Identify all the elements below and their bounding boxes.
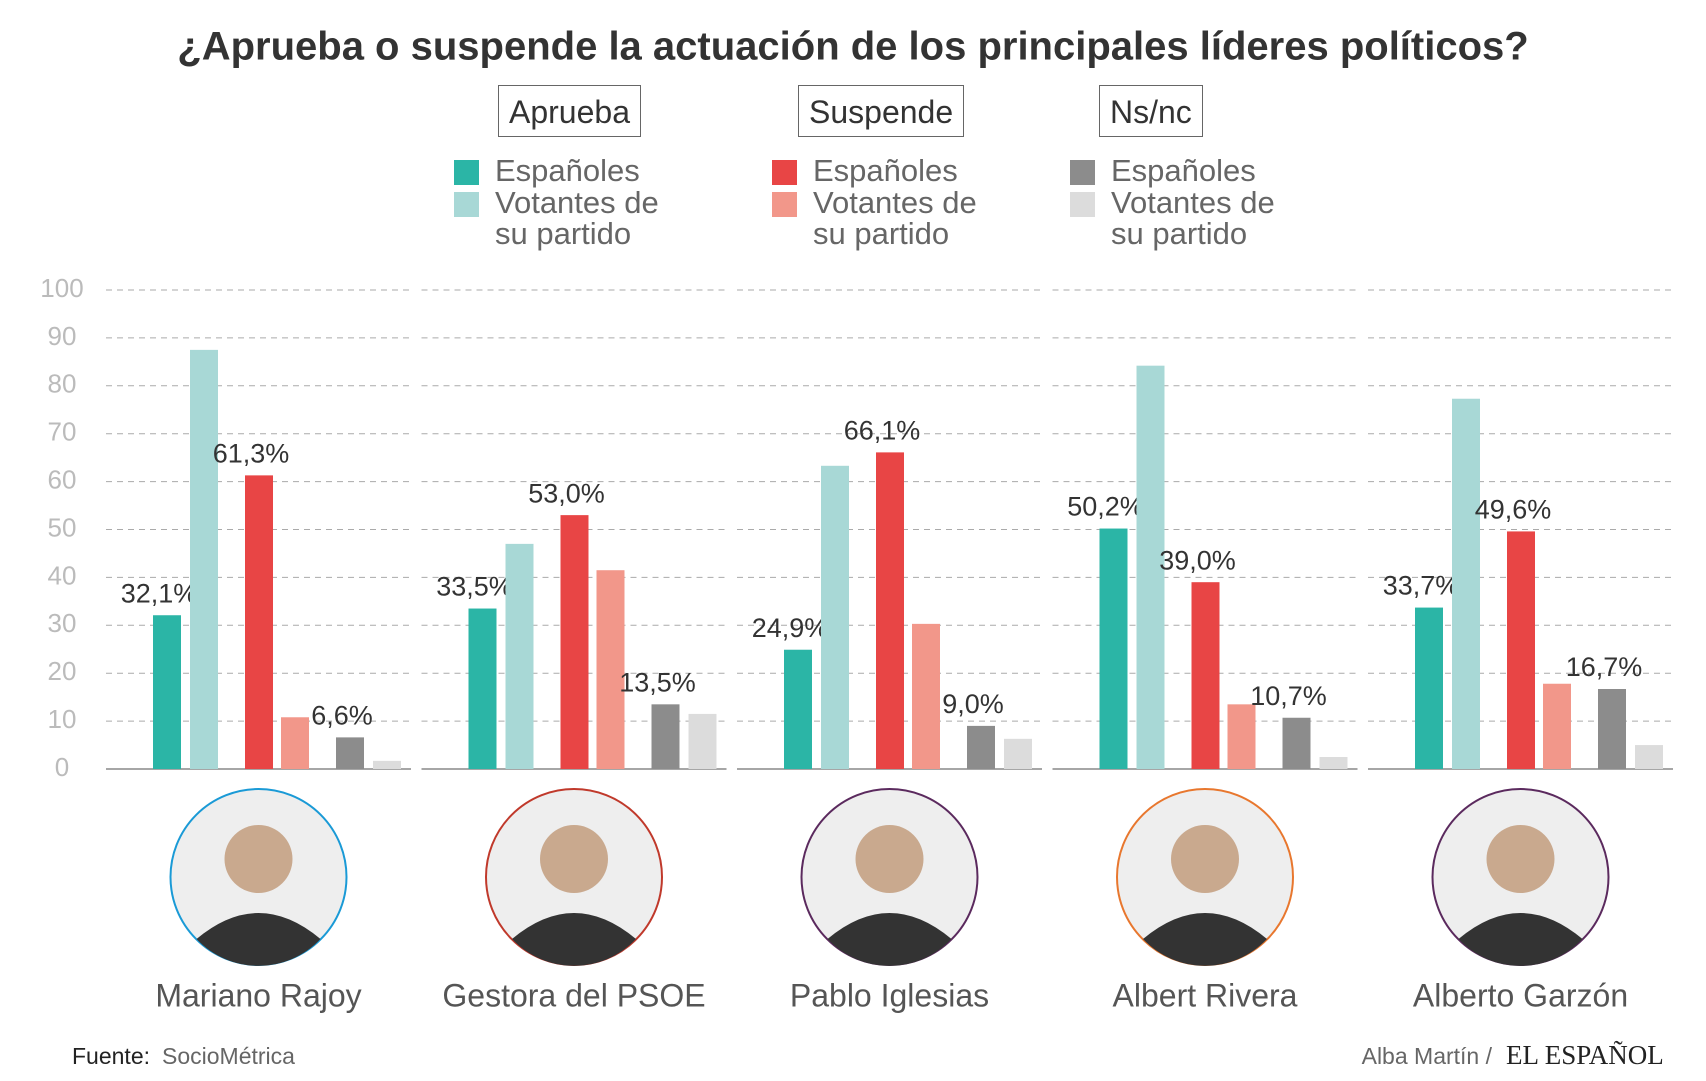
bar: [1282, 717, 1311, 769]
source: SocioMétrica: [162, 1043, 295, 1069]
bar: [190, 349, 218, 769]
bar: [336, 737, 364, 769]
source-label: Fuente:: [72, 1043, 150, 1069]
publisher: EL ESPAÑOL: [1506, 1040, 1664, 1070]
bar: [505, 543, 534, 769]
legend-label: Españoles: [813, 153, 958, 188]
y-tick-label: 20: [48, 656, 77, 686]
value-label: 49,6%: [1475, 495, 1552, 525]
bar: [651, 704, 680, 769]
bar: [688, 713, 717, 769]
bar: [1191, 582, 1220, 769]
value-label: 6,6%: [311, 701, 373, 731]
legend-title: Suspende: [798, 85, 965, 137]
value-label: 10,7%: [1250, 681, 1327, 711]
photo-body: [1458, 913, 1583, 966]
legend-swatch: [454, 192, 479, 217]
author: Alba Martín /: [1362, 1043, 1493, 1069]
bar: [1507, 531, 1535, 769]
value-label: 66,1%: [844, 416, 921, 446]
photo-body: [827, 913, 952, 966]
legend-swatch: [772, 192, 797, 217]
legend-swatch: [1070, 160, 1095, 185]
chart-title: ¿Aprueba o suspende la actuación de los …: [177, 25, 1528, 69]
bar: [967, 725, 995, 769]
bar: [373, 760, 401, 769]
bar: [281, 717, 309, 769]
y-tick-label: 70: [48, 417, 77, 447]
bar: [1004, 738, 1032, 769]
x-tick-label: Albert Rivera: [1113, 977, 1298, 1013]
photo-head: [224, 825, 293, 893]
photo-body: [512, 913, 636, 966]
bar: [912, 623, 940, 769]
photo-head: [855, 825, 924, 893]
bar: [1452, 398, 1480, 769]
photo-body: [1143, 913, 1267, 966]
legend-swatch: [454, 160, 479, 185]
legend-swatch: [1070, 192, 1095, 217]
bar: [821, 465, 849, 769]
y-tick-label: 100: [40, 273, 83, 303]
bar: [1227, 704, 1256, 769]
y-tick-label: 10: [48, 704, 77, 734]
bar: [1099, 528, 1128, 769]
value-label: 33,5%: [436, 572, 513, 602]
photo-head: [540, 825, 608, 893]
value-label: 50,2%: [1067, 492, 1144, 522]
value-label: 53,0%: [528, 478, 605, 508]
bar: [245, 475, 273, 769]
photo-head: [1486, 825, 1555, 893]
y-tick-label: 90: [48, 321, 77, 351]
bar: [468, 608, 497, 769]
y-tick-label: 0: [55, 752, 69, 782]
bar: [1543, 683, 1571, 769]
legend-label: Votantes de su partido: [495, 185, 659, 251]
photo-body: [196, 913, 321, 966]
x-tick-label: Pablo Iglesias: [790, 977, 989, 1013]
legend-label: Votantes de su partido: [813, 185, 977, 251]
bar: [153, 615, 181, 769]
bar: [1136, 365, 1165, 769]
y-tick-label: 80: [48, 369, 77, 399]
value-label: 39,0%: [1159, 545, 1236, 575]
bar: [1635, 745, 1663, 769]
legend-title: Aprueba: [498, 85, 641, 137]
bar: [560, 515, 589, 769]
value-label: 61,3%: [213, 438, 290, 468]
bar: [1415, 607, 1443, 769]
value-label: 9,0%: [942, 689, 1004, 719]
bar: [876, 452, 904, 769]
value-label: 24,9%: [752, 613, 829, 643]
value-label: 32,1%: [121, 578, 198, 608]
legend-swatch: [772, 160, 797, 185]
bar: [784, 649, 812, 769]
value-label: 16,7%: [1566, 652, 1643, 682]
bar: [596, 570, 625, 769]
legend-label: Españoles: [1111, 153, 1256, 188]
y-tick-label: 40: [48, 560, 77, 590]
x-tick-label: Mariano Rajoy: [155, 977, 361, 1013]
legend-label: Españoles: [495, 153, 640, 188]
bar: [1598, 689, 1626, 769]
y-tick-label: 60: [48, 464, 77, 494]
photo-head: [1171, 825, 1239, 893]
y-tick-label: 50: [48, 512, 77, 542]
value-label: 33,7%: [1383, 571, 1460, 601]
legend-title: Ns/nc: [1099, 85, 1203, 137]
y-tick-label: 30: [48, 608, 77, 638]
value-label: 13,5%: [619, 667, 696, 697]
bar: [1319, 757, 1348, 769]
legend-label: Votantes de su partido: [1111, 185, 1275, 251]
x-tick-label: Alberto Garzón: [1413, 977, 1628, 1013]
x-tick-label: Gestora del PSOE: [442, 977, 705, 1013]
